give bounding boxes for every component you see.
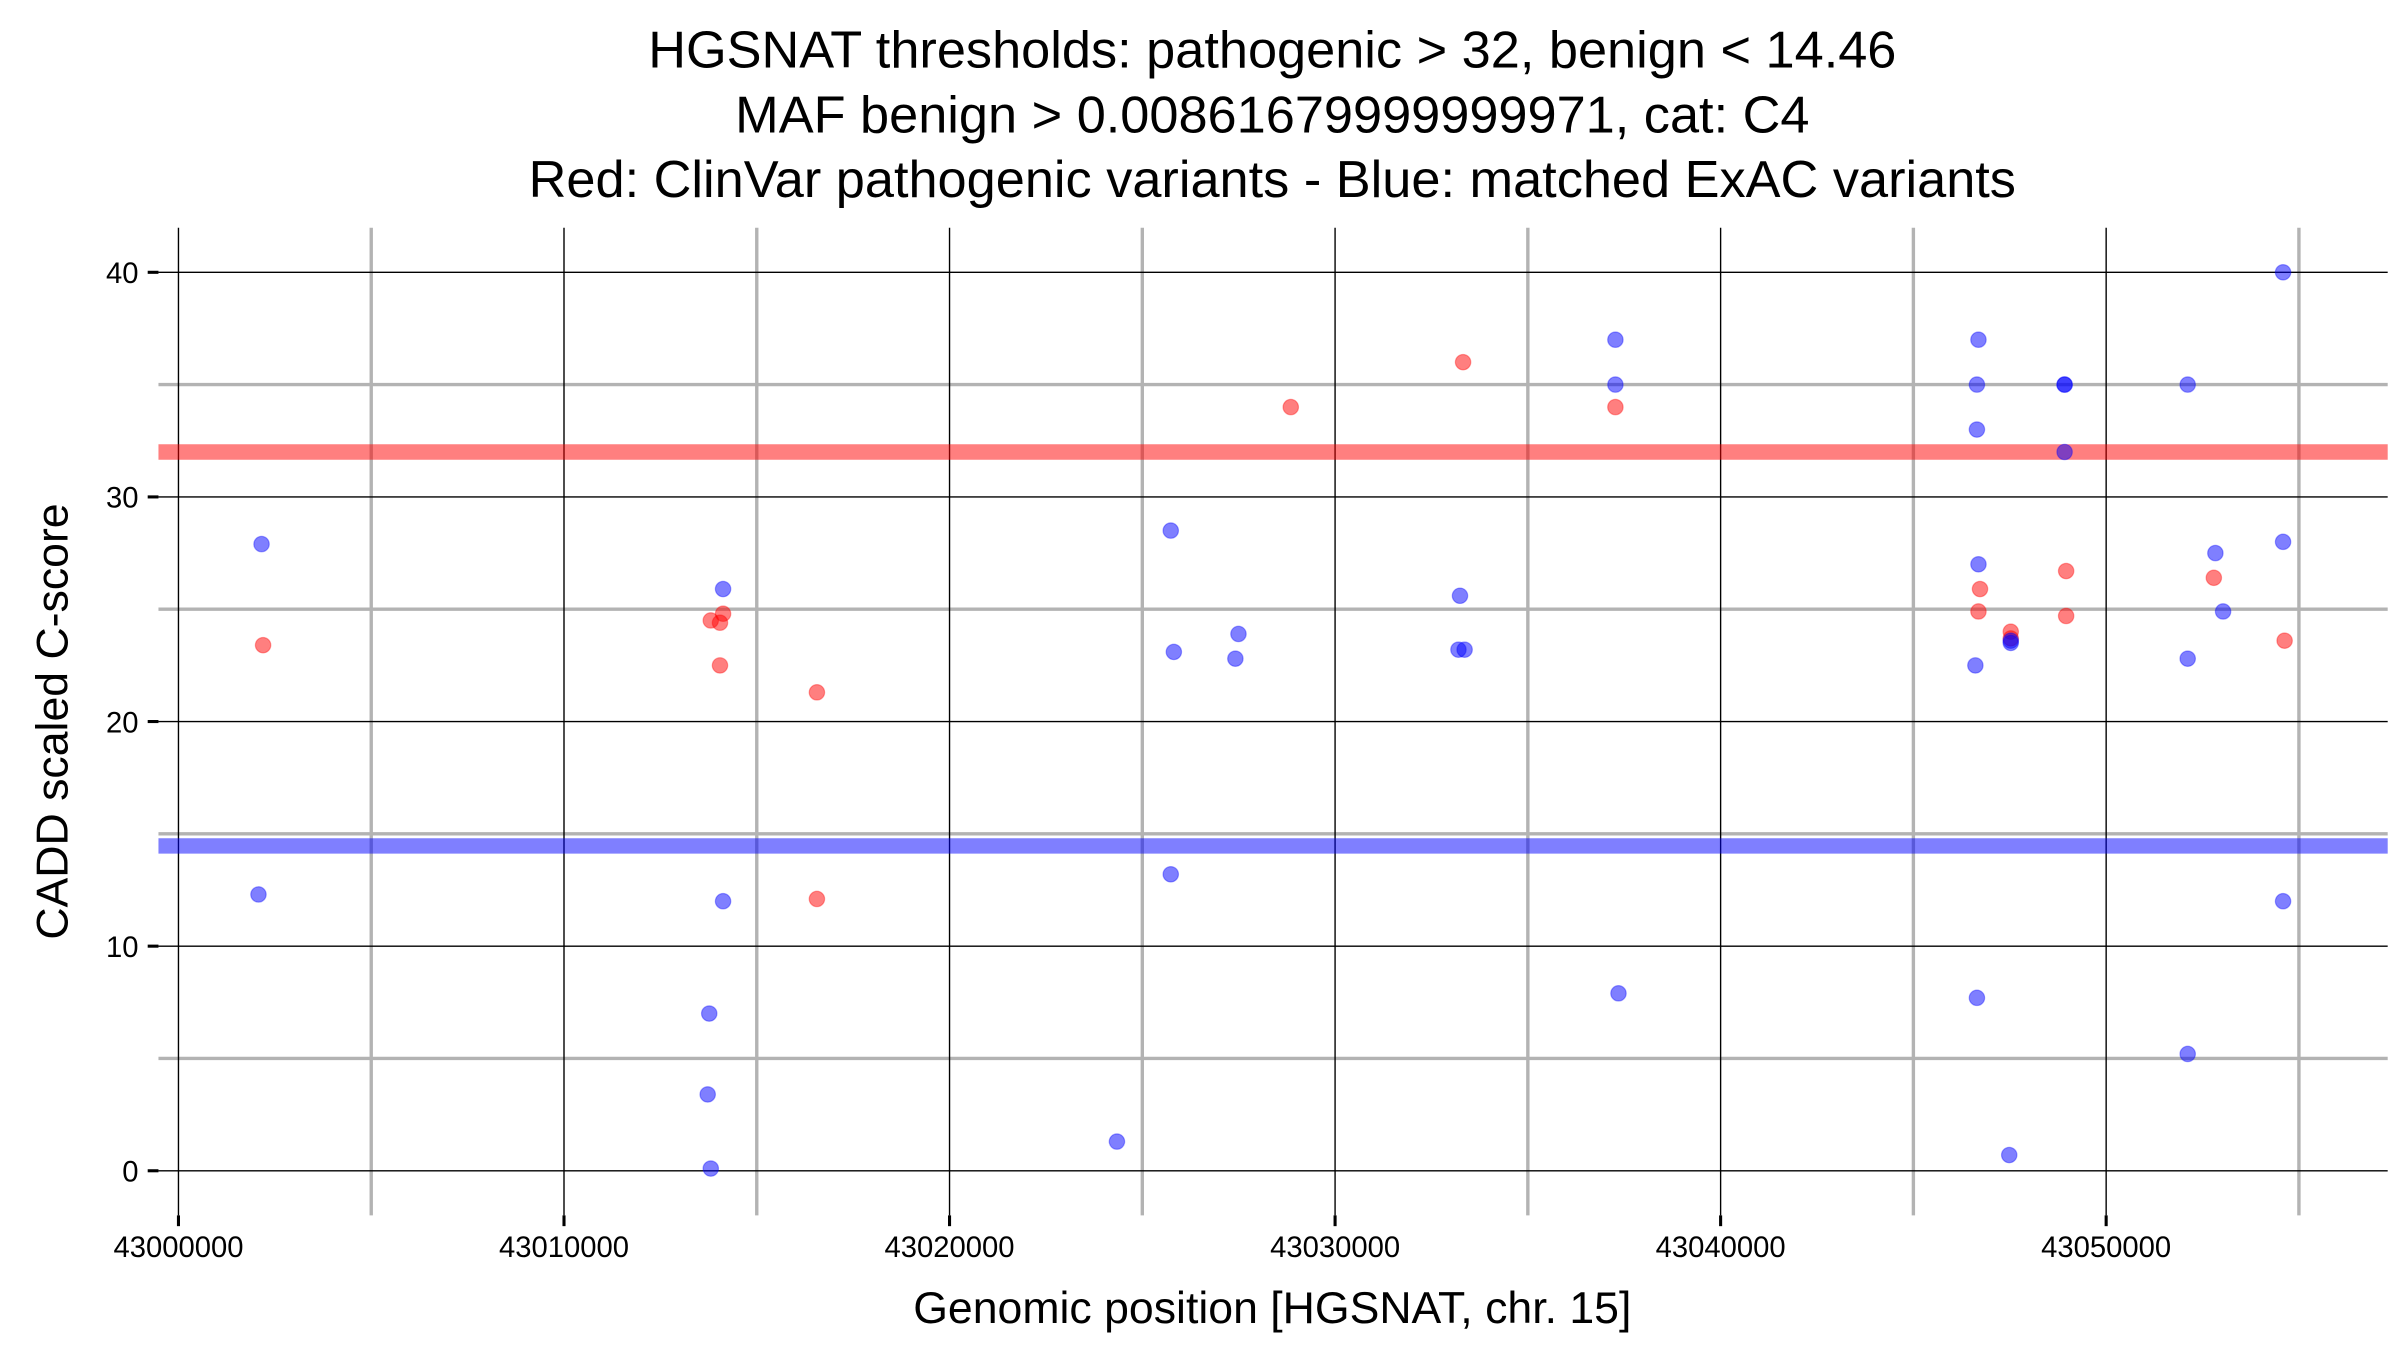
data-point [1162, 865, 1180, 883]
data-point [1162, 522, 1180, 539]
y-tick-label: 30 [106, 483, 139, 515]
data-point [1108, 1133, 1126, 1150]
x-tick-label: 43000000 [113, 1232, 243, 1264]
data-point [2179, 650, 2197, 667]
data-point [250, 886, 267, 903]
data-point [1970, 555, 1987, 573]
data-point [2002, 632, 2020, 649]
title-line-2: MAF benign > 0.00861679999999971, cat: C… [735, 86, 1809, 144]
data-point [699, 1086, 716, 1103]
data-point [2056, 376, 2073, 393]
chart-title: HGSNAT thresholds: pathogenic > 32, beni… [529, 22, 2016, 209]
data-point [714, 580, 732, 598]
data-point [1607, 398, 1624, 416]
data-point [808, 890, 826, 908]
grid [158, 227, 2388, 1216]
data-point [700, 1005, 718, 1022]
data-point [254, 636, 272, 654]
title-line-3: Red: ClinVar pathogenic variants - Blue:… [529, 151, 2016, 209]
x-tick-label: 43030000 [1270, 1232, 1400, 1264]
data-point [2056, 443, 2073, 461]
x-tick-label: 43050000 [2041, 1232, 2171, 1264]
data-point [2000, 1146, 2018, 1164]
data-point [702, 1160, 720, 1177]
y-axis-label: CADD scaled C-score [29, 503, 78, 939]
data-point [2179, 376, 2197, 393]
data-point [1968, 421, 1986, 438]
y-tick-label: 40 [106, 258, 139, 290]
data-point [2179, 1045, 2197, 1063]
data-point [1970, 331, 1987, 349]
data-point [1607, 376, 1624, 393]
data-point [711, 657, 729, 674]
x-tick-label: 43040000 [1656, 1232, 1786, 1264]
data-point [1610, 985, 1627, 1002]
data-points [250, 264, 2293, 1177]
x-tick-label: 43010000 [499, 1232, 629, 1264]
data-point [808, 684, 826, 701]
data-point [1456, 641, 1473, 658]
data-point [1970, 603, 1987, 620]
axes: 43000000 43010000 43020000 43030000 43040000… [106, 258, 2171, 1264]
data-point [2207, 544, 2224, 562]
data-point [2057, 562, 2075, 580]
data-point [1230, 625, 1247, 643]
data-point [2057, 607, 2075, 625]
y-tick-label: 0 [122, 1157, 138, 1189]
data-point [2274, 892, 2292, 910]
data-point [2205, 569, 2223, 587]
data-point [1282, 398, 1300, 416]
data-point [2274, 533, 2292, 551]
threshold-lines [158, 444, 2388, 854]
y-tick-label: 20 [106, 707, 139, 739]
data-point [1165, 643, 1183, 661]
data-point [2214, 603, 2232, 620]
data-point [2276, 632, 2293, 649]
title-line-1: HGSNAT thresholds: pathogenic > 32, beni… [648, 22, 1896, 80]
data-point [253, 535, 270, 553]
data-point [1967, 657, 1984, 674]
data-point [1971, 580, 1989, 598]
data-point [714, 892, 732, 910]
data-point [1968, 989, 1986, 1007]
data-point [1227, 650, 1244, 667]
x-tick-label: 43020000 [885, 1232, 1015, 1264]
y-tick-label: 10 [106, 932, 139, 964]
x-axis-label: Genomic position [HGSNAT, chr. 15] [913, 1284, 1631, 1333]
data-point [1607, 331, 1624, 349]
data-point [1968, 376, 1986, 393]
data-point [2274, 264, 2292, 281]
data-point [1451, 587, 1469, 605]
data-point [711, 614, 729, 632]
data-point [1454, 353, 1472, 371]
